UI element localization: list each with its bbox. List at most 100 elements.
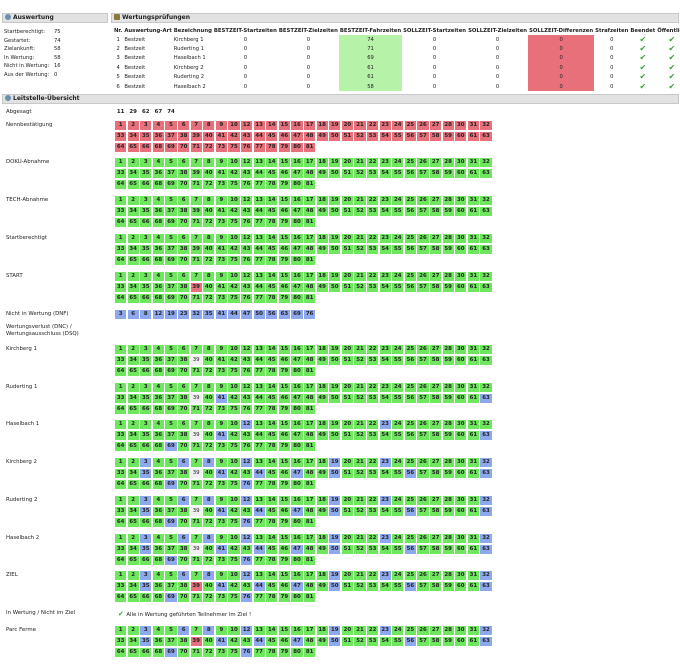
participant-cell[interactable]: 53: [367, 394, 379, 403]
participant-cell[interactable]: 37: [165, 356, 177, 365]
participant-cell[interactable]: 12: [241, 196, 253, 205]
participant-cell[interactable]: 75: [228, 648, 240, 657]
participant-cell[interactable]: 31: [467, 626, 479, 635]
participant-cell[interactable]: 28: [442, 496, 454, 505]
participant-cell[interactable]: 24: [392, 420, 404, 429]
participant-cell[interactable]: 15: [278, 458, 290, 467]
participant-cell[interactable]: 10: [228, 571, 240, 580]
participant-cell[interactable]: 57: [417, 431, 429, 440]
participant-cell[interactable]: 54: [379, 245, 391, 254]
participant-cell[interactable]: 30: [455, 383, 467, 392]
participant-cell[interactable]: 45: [266, 637, 278, 646]
participant-cell[interactable]: 76: [241, 593, 253, 602]
participant-cell[interactable]: 56: [404, 431, 416, 440]
participant-cell[interactable]: 27: [430, 420, 442, 429]
participant-cell[interactable]: 63: [480, 582, 492, 591]
participant-cell[interactable]: 27: [430, 345, 442, 354]
participant-cell[interactable]: 13: [253, 458, 265, 467]
participant-cell[interactable]: 64: [115, 405, 127, 414]
participant-cell[interactable]: 61: [467, 545, 479, 554]
participant-cell[interactable]: 47: [291, 431, 303, 440]
participant-cell[interactable]: 5: [165, 196, 177, 205]
participant-cell[interactable]: 70: [178, 593, 190, 602]
participant-cell[interactable]: 70: [178, 648, 190, 657]
participant-cell[interactable]: 2: [127, 196, 139, 205]
participant-cell[interactable]: 14: [266, 420, 278, 429]
participant-cell[interactable]: 31: [467, 496, 479, 505]
participant-cell[interactable]: 39: [190, 545, 202, 554]
participant-cell[interactable]: 79: [278, 143, 290, 152]
participant-cell[interactable]: 48: [304, 169, 316, 178]
participant-cell[interactable]: 14: [266, 272, 278, 281]
participant-cell[interactable]: 31: [467, 534, 479, 543]
participant-cell[interactable]: 24: [392, 571, 404, 580]
participant-cell[interactable]: 42: [228, 245, 240, 254]
participant-cell[interactable]: 30: [455, 420, 467, 429]
participant-cell[interactable]: 66: [140, 367, 152, 376]
participant-cell[interactable]: 79: [278, 367, 290, 376]
participant-cell[interactable]: 57: [417, 469, 429, 478]
participant-cell[interactable]: 48: [304, 356, 316, 365]
participant-cell[interactable]: 27: [430, 158, 442, 167]
participant-cell[interactable]: 63: [480, 132, 492, 141]
participant-cell[interactable]: 63: [278, 310, 290, 319]
participant-cell[interactable]: 55: [392, 637, 404, 646]
participant-cell[interactable]: 30: [455, 234, 467, 243]
participant-cell[interactable]: 50: [329, 637, 341, 646]
participant-cell[interactable]: 43: [241, 132, 253, 141]
participant-cell[interactable]: 57: [417, 132, 429, 141]
participant-cell[interactable]: 53: [367, 469, 379, 478]
participant-cell[interactable]: 25: [404, 196, 416, 205]
participant-cell[interactable]: 72: [203, 180, 215, 189]
participant-cell[interactable]: 80: [291, 405, 303, 414]
participant-cell[interactable]: 52: [354, 356, 366, 365]
participant-cell[interactable]: 47: [291, 545, 303, 554]
participant-cell[interactable]: 13: [253, 496, 265, 505]
participant-cell[interactable]: 60: [455, 431, 467, 440]
participant-cell[interactable]: 1: [115, 234, 127, 243]
participant-cell[interactable]: 59: [442, 637, 454, 646]
participant-cell[interactable]: 14: [266, 345, 278, 354]
participant-cell[interactable]: 3: [140, 196, 152, 205]
participant-cell[interactable]: 46: [278, 545, 290, 554]
participant-cell[interactable]: 33: [115, 637, 127, 646]
participant-cell[interactable]: 22: [367, 196, 379, 205]
participant-cell[interactable]: 40: [203, 356, 215, 365]
participant-cell[interactable]: 52: [354, 245, 366, 254]
participant-cell[interactable]: 43: [241, 394, 253, 403]
participant-cell[interactable]: 75: [228, 480, 240, 489]
participant-cell[interactable]: 34: [127, 545, 139, 554]
participant-cell[interactable]: 57: [417, 283, 429, 292]
participant-cell[interactable]: 70: [178, 480, 190, 489]
participant-cell[interactable]: 18: [316, 458, 328, 467]
participant-cell[interactable]: 30: [455, 458, 467, 467]
participant-cell[interactable]: 80: [291, 480, 303, 489]
participant-cell[interactable]: 54: [379, 283, 391, 292]
participant-cell[interactable]: 63: [480, 469, 492, 478]
participant-cell[interactable]: 6: [178, 234, 190, 243]
participant-cell[interactable]: 77: [253, 480, 265, 489]
participant-cell[interactable]: 58: [430, 545, 442, 554]
participant-cell[interactable]: 23: [379, 121, 391, 130]
participant-cell[interactable]: 41: [215, 132, 227, 141]
column-header[interactable]: Strafzeiten: [595, 27, 629, 34]
participant-cell[interactable]: 1: [115, 534, 127, 543]
participant-cell[interactable]: 78: [266, 294, 278, 303]
participant-cell[interactable]: 40: [203, 469, 215, 478]
participant-cell[interactable]: 31: [467, 345, 479, 354]
participant-cell[interactable]: 70: [178, 367, 190, 376]
participant-cell[interactable]: 47: [291, 637, 303, 646]
participant-cell[interactable]: 18: [316, 420, 328, 429]
participant-cell[interactable]: 71: [190, 218, 202, 227]
participant-cell[interactable]: 26: [417, 420, 429, 429]
participant-cell[interactable]: 41: [215, 545, 227, 554]
participant-cell[interactable]: 20: [341, 626, 353, 635]
participant-cell[interactable]: 42: [228, 545, 240, 554]
participant-cell[interactable]: 43: [241, 283, 253, 292]
participant-cell[interactable]: 59: [442, 283, 454, 292]
participant-cell[interactable]: 39: [190, 245, 202, 254]
participant-cell[interactable]: 56: [404, 507, 416, 516]
participant-cell[interactable]: 52: [354, 207, 366, 216]
participant-cell[interactable]: 1: [115, 158, 127, 167]
participant-cell[interactable]: 33: [115, 469, 127, 478]
